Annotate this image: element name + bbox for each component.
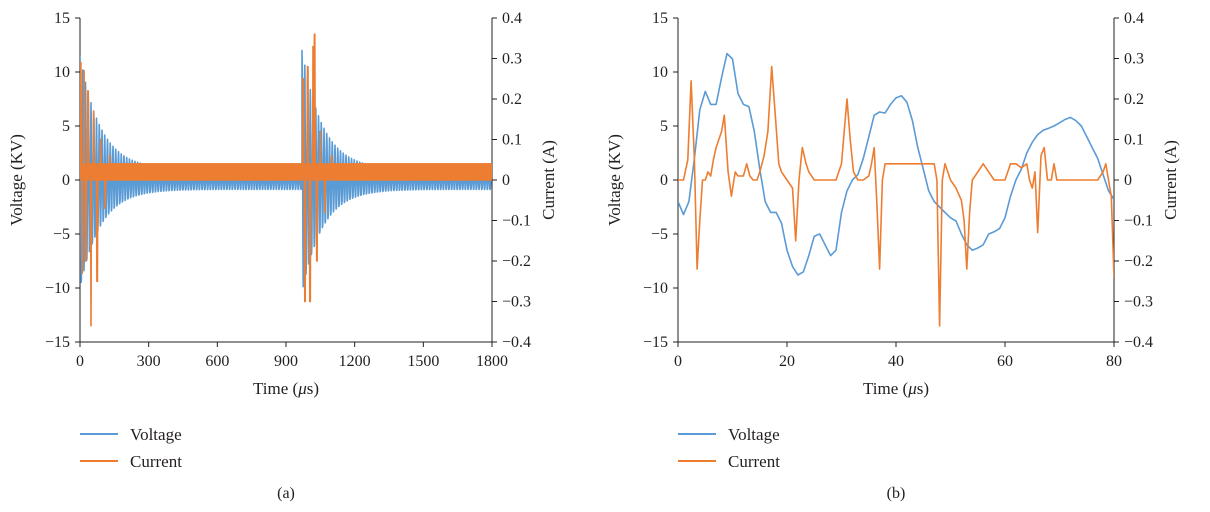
x-tick-label: 1500	[407, 353, 439, 370]
x-axis-title-mu: μ	[297, 379, 307, 398]
y-tick-label: 10	[652, 64, 668, 81]
y2-tick-label: −0.4	[502, 334, 531, 351]
x-axis-title-mu: μ	[907, 379, 917, 398]
x-tick-label: 900	[274, 353, 298, 370]
y-tick-label: 10	[54, 64, 70, 81]
plot-area	[678, 52, 1114, 327]
legend-label-voltage: Voltage	[728, 425, 780, 444]
x-tick-label: 1800	[476, 353, 508, 370]
x-axis-title-text: Time (	[863, 379, 909, 398]
series-line-current	[80, 33, 492, 327]
legend-label-current: Current	[728, 452, 780, 471]
y2-axis-title: Current (A)	[1161, 140, 1180, 220]
y-axis-title: Voltage (KV)	[605, 134, 624, 226]
y2-tick-label: −0.1	[1124, 213, 1153, 230]
y-tick-label: −5	[651, 226, 668, 243]
x-tick-label: 0	[674, 353, 682, 370]
y-tick-label: 0	[660, 172, 668, 189]
x-tick-label: 1200	[339, 353, 371, 370]
x-tick-label: 0	[76, 353, 84, 370]
x-axis-title-unit: s)	[917, 379, 929, 398]
y2-tick-label: 0.4	[1124, 10, 1144, 27]
x-tick-label: 80	[1106, 353, 1122, 370]
legend-label-voltage: Voltage	[130, 425, 182, 444]
y2-tick-label: −0.2	[1124, 253, 1153, 270]
y2-tick-label: 0	[502, 172, 510, 189]
y2-tick-label: 0.1	[502, 132, 522, 149]
x-axis-title-unit: s)	[307, 379, 319, 398]
y2-tick-label: 0.2	[1124, 91, 1144, 108]
y-tick-label: 5	[62, 118, 70, 135]
y2-tick-label: −0.1	[502, 213, 531, 230]
y-tick-label: 0	[62, 172, 70, 189]
y2-tick-label: 0.2	[502, 91, 522, 108]
y2-tick-label: 0.4	[502, 10, 522, 27]
y-tick-label: −15	[45, 334, 70, 351]
x-tick-label: 40	[888, 353, 904, 370]
y-tick-label: 5	[660, 118, 668, 135]
x-tick-label: 60	[997, 353, 1013, 370]
x-tick-label: 300	[137, 353, 161, 370]
x-tick-label: 20	[779, 353, 795, 370]
y-axis-title: Voltage (KV)	[7, 134, 26, 226]
series-line-current	[678, 65, 1114, 327]
y-tick-label: −5	[53, 226, 70, 243]
y-tick-label: 15	[54, 10, 70, 27]
panel-label: (b)	[887, 485, 906, 502]
y2-tick-label: 0.3	[502, 51, 522, 68]
panel-label: (a)	[277, 485, 295, 502]
y2-tick-label: 0.3	[1124, 51, 1144, 68]
y-tick-label: −10	[45, 280, 70, 297]
y-tick-label: 15	[652, 10, 668, 27]
chart-panel-a: 0 300 600 900 1200 1500 1800 15 10 5 0 −5 −10 −15 0.4 0…	[7, 10, 558, 502]
x-tick-label: 600	[205, 353, 229, 370]
chart-panel-b: 0 20 40 60 80 15 10 5 0 −5 −10 −15 0.4 0.3 0.2 0.1 0 −0.1…	[605, 10, 1180, 502]
y2-tick-label: −0.2	[502, 253, 531, 270]
y2-axis-title: Current (A)	[539, 140, 558, 220]
y2-tick-label: 0.1	[1124, 132, 1144, 149]
y2-tick-label: −0.3	[502, 294, 531, 311]
y2-tick-label: −0.3	[1124, 294, 1153, 311]
y2-tick-label: −0.4	[1124, 334, 1153, 351]
plot-area	[80, 33, 492, 327]
y-tick-label: −15	[643, 334, 668, 351]
x-axis-title-text: Time (	[253, 379, 299, 398]
y2-tick-label: 0	[1124, 172, 1132, 189]
x-axis-title: Time (μs)	[253, 379, 319, 398]
series-line-voltage	[678, 52, 1114, 276]
legend-label-current: Current	[130, 452, 182, 471]
y-tick-label: −10	[643, 280, 668, 297]
x-axis-title: Time (μs)	[863, 379, 929, 398]
